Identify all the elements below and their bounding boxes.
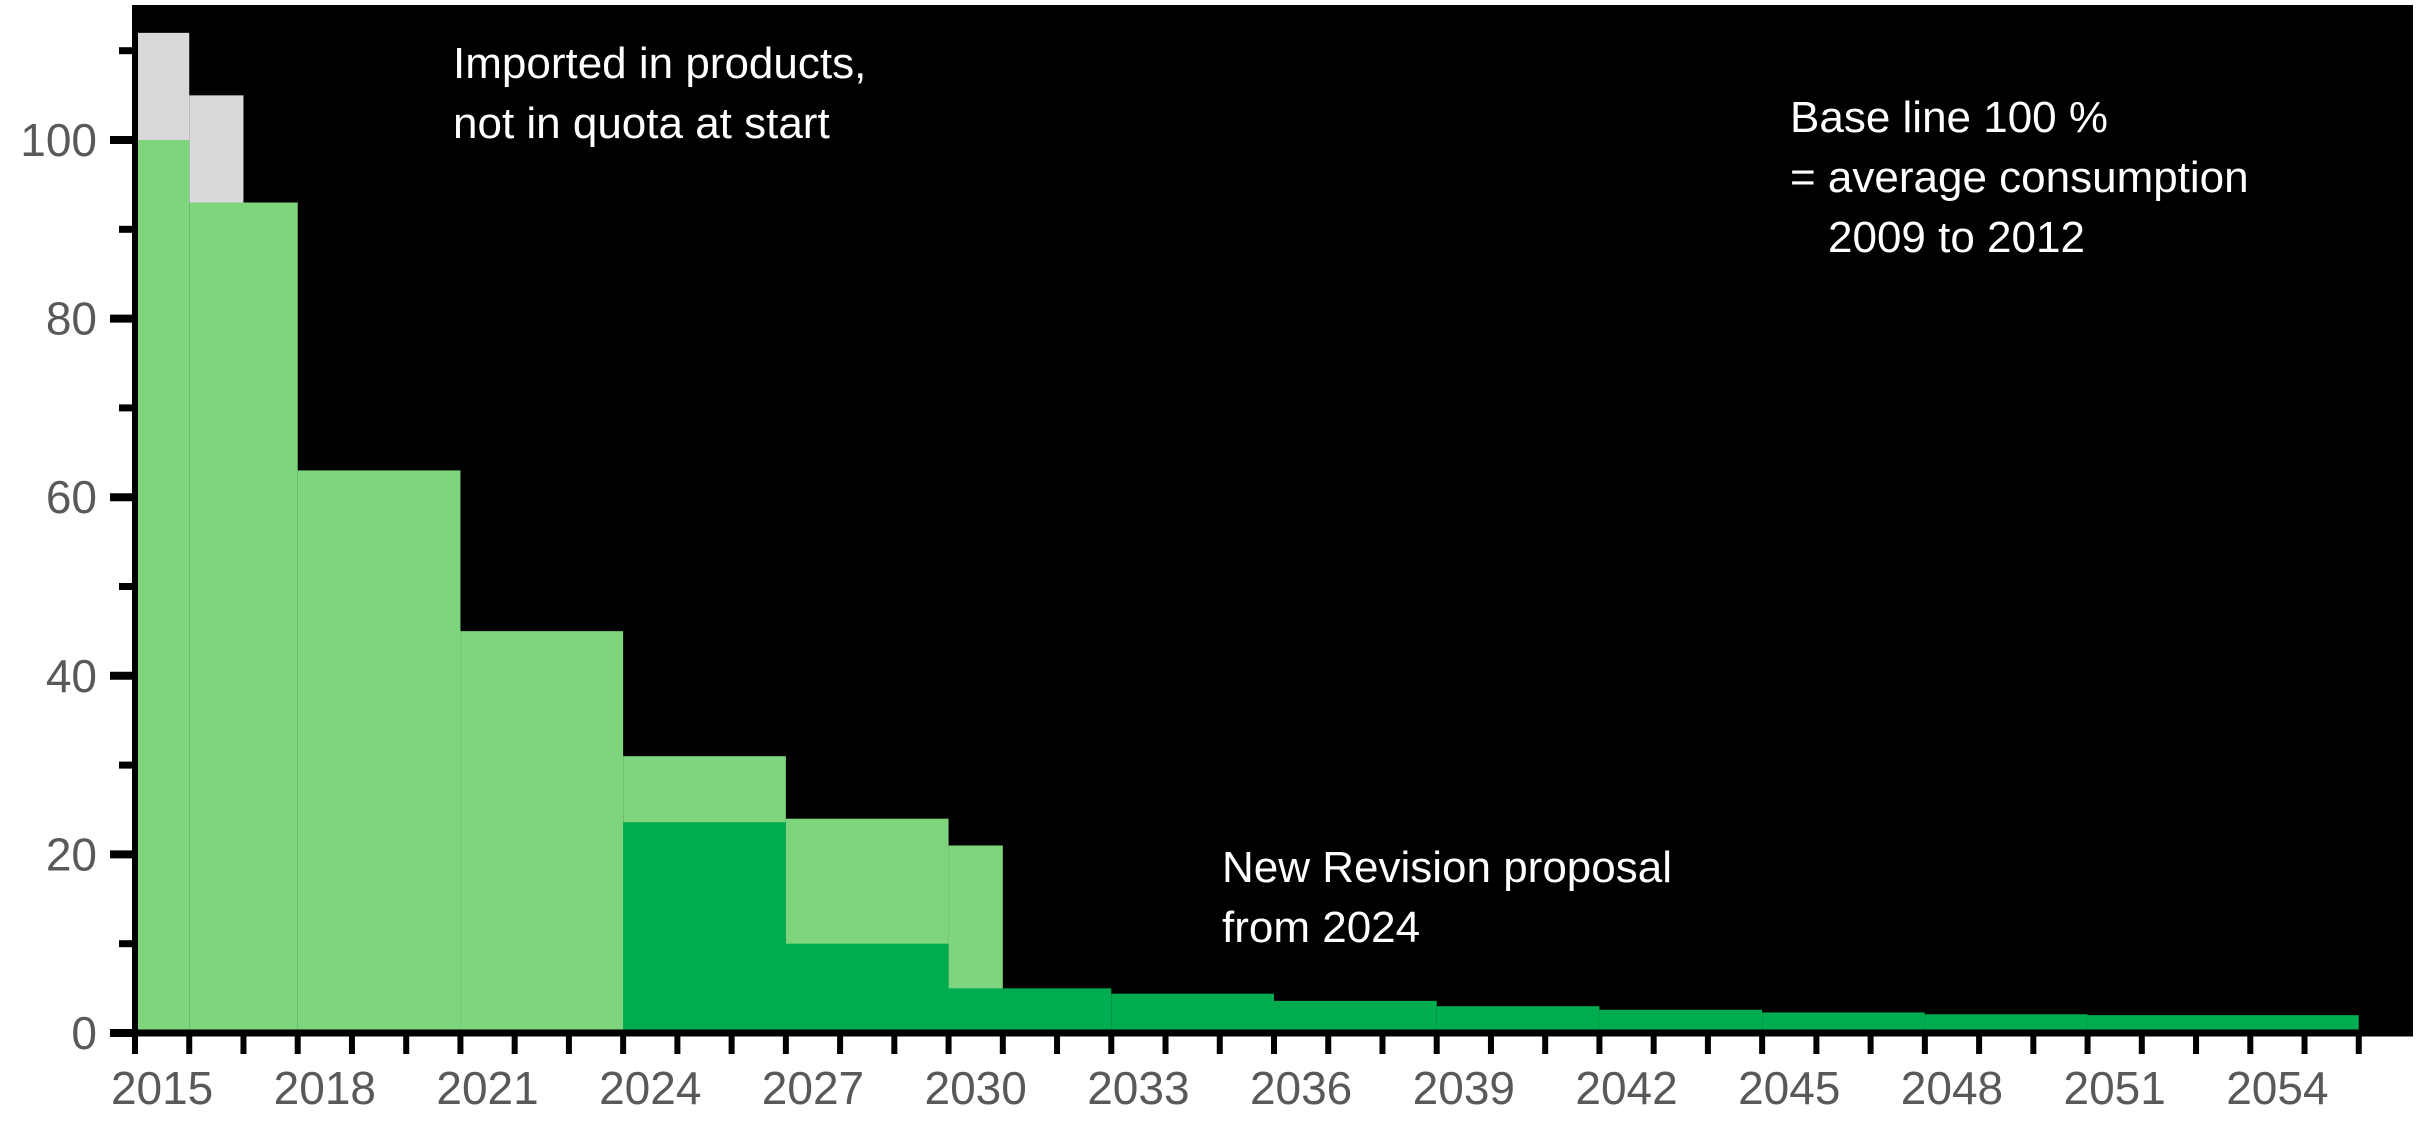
y-tick-label: 100 (20, 114, 97, 166)
series-segment-phase-down-schedule-quota- (135, 140, 190, 1033)
annotation-line: not in quota at start (453, 99, 830, 148)
series-segment-new-revision-proposal-from-2024 (623, 822, 786, 1033)
y-tick-label: 20 (46, 828, 97, 880)
x-tick-label: 2045 (1738, 1062, 1840, 1114)
series-segment-phase-down-schedule-quota- (460, 631, 624, 1033)
y-tick-label: 60 (46, 471, 97, 523)
series-segment-new-revision-proposal-from-2024 (1274, 1000, 1437, 1033)
annotation-line: 2009 to 2012 (1828, 213, 2085, 262)
y-tick-label: 80 (46, 293, 97, 345)
x-tick-label: 2015 (111, 1062, 213, 1114)
series-segment-phase-down-schedule-quota- (189, 202, 298, 1033)
annotation-new-revision-proposal: New Revision proposal from 2024 (1222, 838, 1672, 958)
x-tick-label: 2027 (762, 1062, 864, 1114)
x-tick-label: 2024 (599, 1062, 701, 1114)
x-tick-label: 2039 (1413, 1062, 1515, 1114)
x-tick-label: 2054 (2226, 1062, 2328, 1114)
annotation-line: from 2024 (1222, 903, 1421, 952)
x-tick-label: 2021 (436, 1062, 538, 1114)
series-segment-new-revision-proposal-from-2024 (2087, 1015, 2359, 1033)
annotation-line: Imported in products, (453, 39, 867, 88)
series-segment-new-revision-proposal-from-2024 (1436, 1006, 1600, 1033)
x-tick-label: 2036 (1250, 1062, 1352, 1114)
x-tick-label: 2018 (274, 1062, 376, 1114)
y-tick-label: 0 (71, 1007, 97, 1059)
annotation-baseline-definition: Base line 100 % = average consumption 20… (1790, 88, 2249, 268)
series-segment-new-revision-proposal-from-2024 (1762, 1012, 1925, 1033)
series-segment-new-revision-proposal-from-2024 (1599, 1009, 1763, 1033)
series-segment-new-revision-proposal-from-2024 (1924, 1014, 2088, 1033)
annotation-imported-in-products: Imported in products, not in quota at st… (453, 34, 866, 154)
x-tick-label: 2042 (1575, 1062, 1677, 1114)
series-segment-imported-in-products-not-in-quota-at-start (135, 32, 190, 141)
x-tick-label: 2048 (1901, 1062, 2003, 1114)
y-tick-label: 40 (46, 650, 97, 702)
series-segment-phase-down-schedule-quota- (297, 470, 461, 1033)
x-tick-label: 2051 (2064, 1062, 2166, 1114)
annotation-line: New Revision proposal (1222, 843, 1672, 892)
annotation-line: = average consumption (1790, 153, 2249, 202)
annotation-line: Base line 100 % (1790, 93, 2108, 142)
series-segment-new-revision-proposal-from-2024 (948, 988, 1112, 1033)
series-segment-new-revision-proposal-from-2024 (785, 943, 949, 1033)
x-tick-label: 2030 (925, 1062, 1027, 1114)
series-segment-imported-in-products-not-in-quota-at-start (189, 95, 244, 203)
x-tick-label: 2033 (1087, 1062, 1189, 1114)
series-segment-new-revision-proposal-from-2024 (1111, 993, 1274, 1033)
